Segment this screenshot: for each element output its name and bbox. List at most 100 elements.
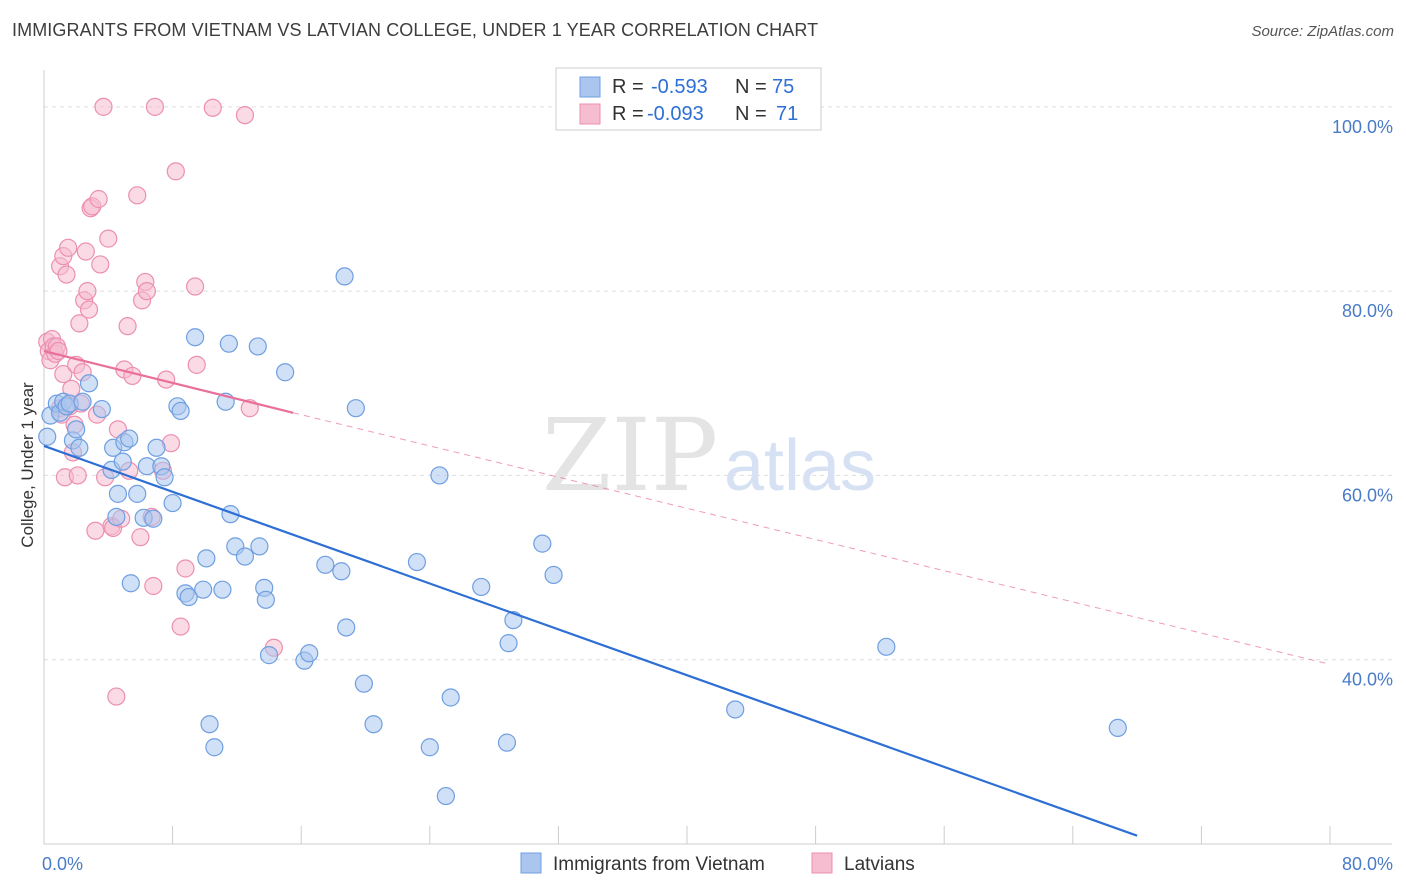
bottom-legend-label: Immigrants from Vietnam (553, 854, 765, 875)
series-latvians (38, 97, 283, 706)
data-point (121, 574, 140, 593)
data-point (76, 242, 95, 261)
data-point (128, 186, 147, 205)
data-point (276, 363, 295, 382)
trend-line-latvians-extension (293, 412, 1331, 665)
data-point (337, 618, 356, 637)
data-point (259, 646, 279, 665)
y-tick-label: 100.0% (1332, 117, 1393, 137)
data-point (179, 587, 198, 607)
data-point (144, 509, 163, 528)
data-point (499, 634, 518, 653)
watermark-atlas: atlas (724, 426, 876, 506)
data-point (145, 97, 165, 116)
data-point (316, 555, 335, 574)
axes (43, 70, 1392, 845)
data-point (91, 255, 110, 274)
legend-r-label: R = (612, 76, 644, 98)
legend-swatch-pink (579, 103, 601, 125)
trend-line-vietnam (43, 444, 1138, 837)
data-point (79, 374, 99, 393)
bottom-legend-label: Latvians (844, 854, 915, 875)
x-tick-label: 80.0% (1342, 854, 1393, 874)
data-point (67, 420, 86, 439)
data-point (147, 438, 166, 457)
data-point (166, 162, 185, 181)
data-point (186, 328, 205, 347)
legend-r-label: R = (612, 103, 644, 125)
series-vietnam (38, 267, 1127, 806)
data-point (200, 715, 219, 734)
data-point (407, 552, 427, 572)
data-point (92, 399, 111, 419)
data-point (346, 399, 365, 418)
data-point (123, 366, 142, 386)
data-point (107, 507, 126, 526)
data-point (354, 674, 373, 693)
data-point (235, 547, 255, 566)
legend-box: R = -0.593 N = 75 R = -0.093 N = 71 (555, 67, 822, 131)
data-point (73, 392, 92, 411)
data-point (128, 484, 147, 503)
data-point (171, 617, 190, 636)
y-tick-label: 40.0% (1342, 670, 1393, 690)
bottom-legend-swatch-blue (520, 852, 542, 874)
data-point (99, 229, 118, 248)
data-point (89, 189, 108, 209)
data-point (131, 528, 150, 547)
y-tick-label: 80.0% (1342, 301, 1393, 321)
data-point (441, 688, 460, 707)
data-point (70, 438, 89, 457)
data-point (203, 98, 222, 117)
x-tick-labels: 0.0% 80.0% (42, 854, 1393, 874)
legend-n-label: N = (735, 103, 767, 125)
chart-title: IMMIGRANTS FROM VIETNAM VS LATVIAN COLLE… (12, 20, 819, 40)
data-point (108, 484, 128, 503)
bottom-legend: Immigrants from Vietnam Latvians (520, 852, 915, 875)
data-point (68, 466, 87, 485)
data-point (118, 317, 137, 336)
data-point (144, 576, 163, 596)
data-point (472, 577, 491, 597)
legend-r-value: -0.093 (647, 103, 704, 125)
data-point (300, 644, 319, 663)
data-point (726, 700, 745, 719)
data-point (1108, 718, 1127, 738)
legend-n-value: 71 (776, 103, 798, 125)
y-axis-label: College, Under 1 year (18, 382, 37, 548)
legend-n-label: N = (735, 76, 767, 98)
data-point (205, 738, 224, 757)
data-point (38, 427, 57, 446)
data-point (544, 565, 563, 585)
data-point (57, 265, 76, 284)
data-point (877, 637, 896, 656)
legend-swatch-blue (579, 76, 601, 98)
data-point (436, 786, 455, 806)
data-point (335, 267, 354, 286)
watermark-zip: ZIP (542, 397, 718, 514)
data-point (70, 314, 89, 333)
data-point (187, 355, 206, 374)
data-point (137, 282, 156, 301)
data-point (78, 282, 97, 301)
trend-lines (43, 349, 1331, 837)
legend-r-value: -0.593 (651, 76, 708, 98)
data-point (197, 549, 216, 568)
y-tick-labels: 100.0% 80.0% 60.0% 40.0% (1332, 117, 1393, 690)
data-point (248, 337, 267, 356)
data-point (176, 559, 195, 578)
data-point (213, 580, 232, 599)
data-point (120, 429, 139, 448)
data-point (235, 106, 255, 125)
data-point (430, 466, 449, 485)
grid-lines (44, 106, 1392, 661)
data-point (364, 715, 383, 734)
data-point (113, 452, 132, 471)
chart-source: Source: ZipAtlas.com (1251, 23, 1394, 40)
x-tick-label: 0.0% (42, 854, 83, 874)
data-point (420, 738, 439, 757)
data-point (59, 238, 78, 257)
watermark: ZIP atlas (542, 397, 876, 514)
data-point (171, 401, 190, 421)
